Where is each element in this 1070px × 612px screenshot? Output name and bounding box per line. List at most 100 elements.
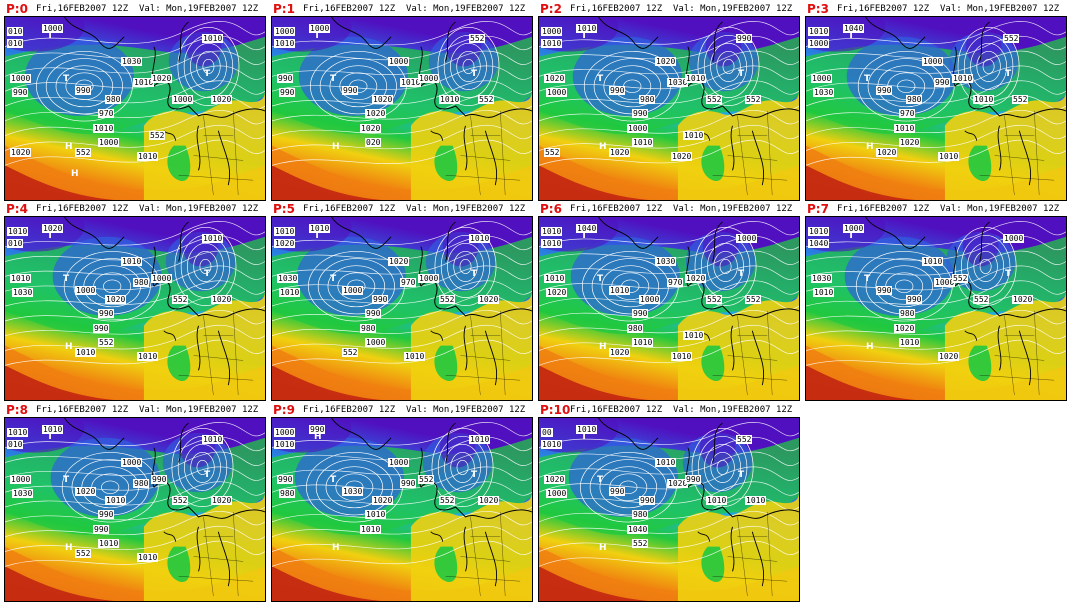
contour-label: 1010 (609, 286, 631, 295)
warm-core (5, 566, 115, 601)
warm-core (272, 365, 382, 400)
contour-label: 1000 (546, 489, 568, 498)
low-center-marker: T (330, 74, 337, 84)
contour-label: 1020 (671, 152, 693, 161)
isobar-line (806, 139, 1066, 166)
isobar-line (806, 295, 1066, 322)
contour-label: 1010 (202, 234, 224, 243)
isobar-line (806, 35, 1066, 62)
isobar-ring (459, 258, 472, 274)
contour-label: 1000 (639, 295, 661, 304)
isobar-line (806, 50, 1066, 77)
coastline (420, 481, 532, 519)
run-time: Fri,16FEB2007 12Z (570, 204, 663, 214)
border-line (712, 110, 788, 196)
cold-core (5, 418, 85, 453)
contour-label: 1020 (274, 239, 296, 248)
isobar-line (806, 110, 1066, 137)
coastline (64, 217, 125, 249)
contour-label: 1010 (899, 338, 921, 347)
high-center-marker: H (332, 142, 340, 152)
contour-label: 1010 (274, 227, 296, 236)
contour-label: 1000 (934, 278, 956, 287)
contour-label: 1000 (42, 24, 64, 33)
pressure-map: 010 010 1000 1000 990 990 980 970 1010 1010 1030 10… (4, 16, 266, 201)
contour-label: 1010 (202, 34, 224, 43)
low-center-marker: T (597, 274, 604, 284)
isobar-line (806, 235, 1066, 262)
contour-label: 1000 (1003, 234, 1025, 243)
isobar-line (272, 511, 532, 538)
contour-label: 1000 (418, 74, 440, 83)
isobar-line (272, 65, 532, 92)
contour-label: 1010 (469, 435, 491, 444)
warm-core (539, 365, 649, 400)
contour-label: 1000 (922, 57, 944, 66)
isobar-ring (444, 443, 481, 491)
contour-label: 1000 (546, 88, 568, 97)
contour-label: 552 (469, 34, 486, 43)
isobar-ring (329, 65, 388, 108)
contour-label: 1010 (121, 257, 143, 266)
panel-id: P:1 (273, 3, 295, 16)
contour-label: 1010 (309, 224, 331, 233)
contour-label: 990 (98, 309, 115, 318)
isobar-line (806, 65, 1066, 92)
green-patch (434, 546, 458, 582)
isobar-ring (174, 226, 237, 306)
isobar-line (5, 235, 265, 262)
contour-label: 1000 (541, 27, 563, 36)
contour-label: 1010 (632, 138, 654, 147)
contour-label: 1010 (576, 425, 598, 434)
contour-label: 1010 (541, 440, 563, 449)
low-center-marker: T (47, 231, 54, 241)
ensemble-panel: P:3 Fri,16FEB2007 12Z Val: Mon,19FEB2007 1… (805, 3, 1067, 201)
isobar-line (539, 80, 799, 107)
coastline (687, 80, 799, 118)
valid-time: Val: Mon,19FEB2007 12Z (406, 405, 526, 415)
contour-label: 1010 (279, 288, 301, 297)
isobar-ring (450, 451, 475, 483)
pressure-map: 1010 010 1020 1010 1030 1000 1020 990 990 980 1010… (4, 216, 266, 401)
contour-label: 990 (93, 324, 110, 333)
isobar-ring (337, 272, 376, 301)
low-center-marker: T (738, 470, 745, 480)
contour-label: 1030 (667, 78, 689, 87)
isobar-line (272, 436, 532, 463)
contour-label: 980 (133, 278, 150, 287)
isobar-ring (55, 65, 114, 108)
coastline (420, 280, 532, 318)
map-field (539, 418, 799, 601)
contour-label: 1010 (541, 239, 563, 248)
coastline (331, 418, 392, 450)
panel-id: P:0 (6, 3, 28, 16)
low-center-marker: T (63, 475, 70, 485)
isobar-line (272, 310, 532, 337)
pressure-map: 1010 1010 1040 1010 1020 1010 1000 990 980 970 103… (538, 216, 800, 401)
isobar-line (806, 339, 1066, 366)
contour-label: 1040 (843, 24, 865, 33)
isobar-ring (954, 226, 1017, 306)
contour-label: 552 (544, 148, 561, 157)
warm-core (539, 165, 649, 200)
isobar-ring (453, 250, 478, 282)
map-field (272, 17, 532, 200)
ensemble-panel: P:8 Fri,16FEB2007 12Z Val: Mon,19FEB2007 1… (4, 404, 266, 602)
low-center-marker: T (47, 432, 54, 442)
contour-label: 552 (478, 95, 495, 104)
contour-label: 1020 (360, 124, 382, 133)
isobar-line (806, 221, 1066, 248)
map-field (539, 217, 799, 400)
isobar-line (5, 265, 265, 292)
contour-label: 020 (365, 138, 382, 147)
high-center-marker: H (599, 543, 607, 553)
low-pressure-area (52, 236, 162, 316)
ensemble-panel: P:2 Fri,16FEB2007 12Z Val: Mon,19FEB2007 1… (538, 3, 800, 201)
isobar-line (272, 265, 532, 292)
isobar-line (5, 250, 265, 277)
warm-core (272, 566, 382, 601)
contour-label: 1010 (274, 440, 296, 449)
ensemble-panel: P:10 Fri,16FEB2007 12Z Val: Mon,19FEB2007 … (538, 404, 800, 602)
isobar-ring (193, 250, 218, 282)
isobar-line (806, 324, 1066, 351)
